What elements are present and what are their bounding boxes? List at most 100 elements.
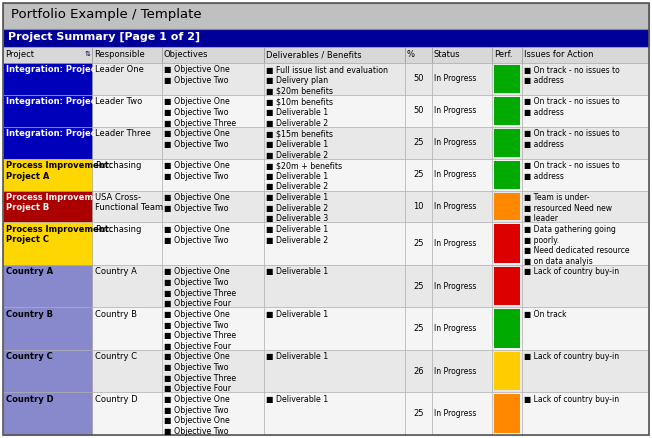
Text: 25: 25 [413, 138, 424, 147]
Text: ■ Objective Three: ■ Objective Three [164, 289, 237, 298]
Text: ■ Deliverable 1: ■ Deliverable 1 [267, 108, 329, 117]
Bar [522, 63, 649, 95]
Bar [3, 223, 92, 265]
Bar [264, 127, 405, 159]
Text: Process Improvement:
Project A: Process Improvement: Project A [5, 161, 111, 180]
Bar [522, 47, 649, 63]
Bar [492, 95, 522, 127]
Bar [492, 350, 522, 392]
Bar [492, 223, 522, 265]
Text: ■ Deliverable 2: ■ Deliverable 2 [267, 182, 329, 191]
Bar [522, 223, 649, 265]
Text: ■ Lack of country buy-in: ■ Lack of country buy-in [524, 353, 619, 361]
Bar [3, 95, 92, 127]
Text: Process Improvement:
Project B: Process Improvement: Project B [5, 193, 111, 212]
Text: ■ address: ■ address [524, 76, 564, 85]
Text: Project: Project [5, 50, 34, 59]
Text: ■ Objective Four: ■ Objective Four [164, 385, 231, 393]
Bar [3, 127, 92, 159]
Bar [432, 47, 492, 63]
Text: ■ Objective One: ■ Objective One [164, 66, 230, 74]
Text: ■ address: ■ address [524, 172, 564, 181]
Bar [162, 47, 264, 63]
Text: ■ Deliverable 2: ■ Deliverable 2 [267, 151, 329, 159]
Bar [492, 159, 522, 191]
Bar [492, 191, 522, 223]
Bar [494, 161, 520, 188]
Text: Objectives: Objectives [164, 50, 209, 59]
Bar [522, 350, 649, 392]
Text: Country C: Country C [95, 353, 137, 361]
Bar [3, 63, 92, 95]
Text: ■ Objective One: ■ Objective One [164, 225, 230, 234]
Text: ■ Delivery plan: ■ Delivery plan [267, 76, 329, 85]
Bar [522, 95, 649, 127]
Text: Project Summary [Page 1 of 2]: Project Summary [Page 1 of 2] [8, 32, 200, 42]
Text: Leader Two: Leader Two [95, 97, 142, 106]
Bar [405, 47, 432, 63]
Bar [494, 224, 520, 263]
Bar [492, 307, 522, 350]
Text: ■ On track - no issues to: ■ On track - no issues to [524, 66, 620, 74]
Text: In Progress: In Progress [434, 282, 477, 291]
Text: Country D: Country D [5, 395, 53, 404]
Text: ■ Objective One: ■ Objective One [164, 129, 230, 138]
Text: ■ Objective One: ■ Objective One [164, 395, 230, 404]
Text: ■ Objective Four: ■ Objective Four [164, 299, 231, 308]
Bar [92, 47, 162, 63]
Bar [494, 65, 520, 93]
Text: ■ Objective Three: ■ Objective Three [164, 374, 237, 383]
Text: In Progress: In Progress [434, 409, 477, 418]
Bar [264, 223, 405, 265]
Bar [92, 223, 162, 265]
Bar [3, 223, 92, 265]
Bar [3, 63, 92, 95]
Bar [432, 127, 492, 159]
Text: ■ Objective One: ■ Objective One [164, 161, 230, 170]
Text: ■ Objective One: ■ Objective One [164, 310, 230, 319]
Text: ■ on data analyis: ■ on data analyis [524, 257, 593, 266]
Bar [264, 47, 405, 63]
Text: Country A: Country A [95, 268, 136, 276]
Bar [432, 350, 492, 392]
Bar [92, 392, 162, 435]
Text: ■ Need dedicated resource: ■ Need dedicated resource [524, 246, 630, 255]
Bar [162, 95, 264, 127]
Bar [92, 265, 162, 307]
Text: ■ Deliverable 2: ■ Deliverable 2 [267, 204, 329, 213]
Bar [522, 127, 649, 159]
Bar [162, 63, 264, 95]
Bar [162, 392, 264, 435]
Text: ■ Team is under-: ■ Team is under- [524, 193, 590, 202]
Bar [3, 350, 92, 392]
Bar [3, 159, 92, 191]
Text: ■ Full issue list and evaluation: ■ Full issue list and evaluation [267, 66, 389, 74]
Bar [405, 307, 432, 350]
Bar [3, 159, 92, 191]
Text: ■ poorly.: ■ poorly. [524, 236, 559, 244]
Bar [264, 159, 405, 191]
Text: ■ Objective One: ■ Objective One [164, 416, 230, 425]
Bar [405, 63, 432, 95]
Text: ■ Deliverable 1: ■ Deliverable 1 [267, 310, 329, 319]
Text: Leader One: Leader One [95, 66, 143, 74]
Bar [494, 97, 520, 125]
Text: 26: 26 [413, 367, 424, 376]
Text: Perf.: Perf. [494, 50, 512, 59]
Text: Country A: Country A [5, 268, 53, 276]
Text: ■ Objective One: ■ Objective One [164, 97, 230, 106]
Text: ■ Deliverable 1: ■ Deliverable 1 [267, 268, 329, 276]
Bar [3, 95, 92, 127]
Bar [3, 29, 649, 47]
Bar [162, 191, 264, 223]
Text: ■ Deliverable 2: ■ Deliverable 2 [267, 236, 329, 244]
Text: ■ Deliverable 3: ■ Deliverable 3 [267, 214, 329, 223]
Bar [92, 191, 162, 223]
Text: ■ Lack of country buy-in: ■ Lack of country buy-in [524, 268, 619, 276]
Bar [3, 392, 92, 435]
Text: ■ Deliverable 1: ■ Deliverable 1 [267, 225, 329, 234]
Text: 50: 50 [413, 106, 424, 115]
Bar [494, 352, 520, 391]
Text: ■ Deliverable 2: ■ Deliverable 2 [267, 119, 329, 127]
Text: ■ address: ■ address [524, 140, 564, 149]
